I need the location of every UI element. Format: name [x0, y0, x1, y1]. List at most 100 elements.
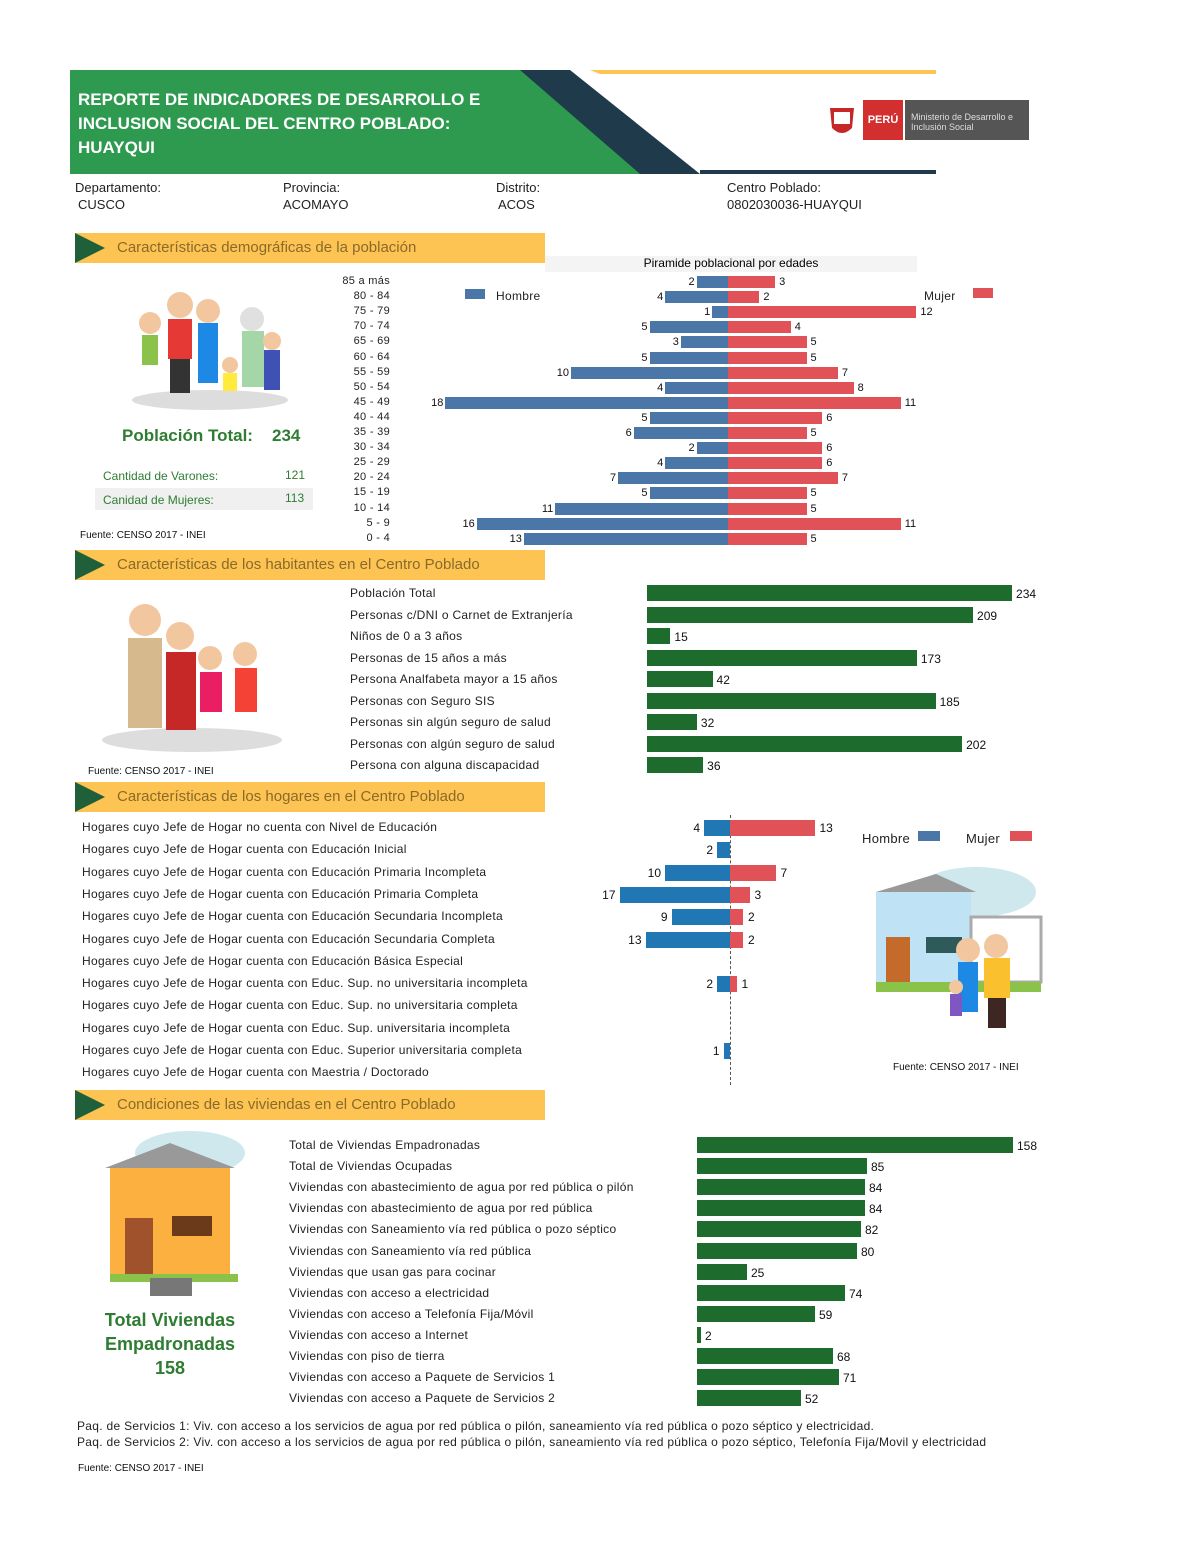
viviendas-label: Total de Viviendas Empadronadas [289, 1138, 481, 1152]
hogares-label: Hogares cuyo Jefe de Hogar cuenta con Ed… [82, 998, 518, 1013]
pyramid-age-label: 0 - 4 [366, 531, 390, 544]
pyramid-age-label: 30 - 34 [353, 441, 390, 454]
pyramid-bar-mujer [728, 321, 791, 334]
habitantes-value: 42 [716, 673, 730, 687]
pyramid-value-mujer: 6 [826, 411, 833, 424]
pyramid-value-hombre: 5 [641, 487, 648, 500]
viviendas-label: Viviendas con acceso a Internet [289, 1327, 469, 1342]
pyramid-bar-hombre [665, 457, 728, 470]
header-decoration [510, 70, 936, 174]
hogares-legend-mujer: Mujer [966, 831, 1001, 846]
habitantes-value: 185 [939, 694, 960, 709]
hogares-bar-hombre [723, 1043, 730, 1059]
viviendas-bar [697, 1137, 1013, 1153]
hogares-value-hombre: 10 [647, 865, 661, 880]
pyramid-value-mujer: 11 [904, 517, 917, 530]
family-illustration [132, 292, 288, 410]
pyramid-bar-hombre [523, 532, 728, 545]
habitantes-label: Personas con Seguro SIS [350, 693, 495, 708]
centro-value: 0802030036-HUAYQUI [727, 197, 862, 212]
varones-value: 121 [285, 468, 306, 482]
hogares-label: Hogares cuyo Jefe de Hogar cuenta con Ed… [82, 886, 479, 901]
pyramid-value-hombre: 11 [541, 502, 554, 515]
arrow-icon [75, 782, 105, 812]
habitantes-label: Niños de 0 a 3 años [350, 629, 463, 643]
pyramid-value-mujer: 7 [841, 366, 849, 379]
habitantes-label: Personas c/DNI o Carnet de Extranjería [350, 607, 573, 622]
hogares-bar-mujer [730, 864, 776, 881]
pyramid-value-hombre: 5 [641, 351, 648, 364]
hogares-value-mujer: 1 [741, 977, 749, 992]
pyramid-value-mujer: 5 [810, 502, 817, 515]
pyramid-value-hombre: 2 [688, 276, 695, 288]
pyramid-value-hombre: 16 [462, 517, 475, 530]
pyramid-bar-hombre [571, 366, 728, 379]
pyramid-bar-mujer [728, 396, 901, 409]
section-title: Características de los habitantes en el … [117, 556, 480, 573]
viviendas-bar [697, 1263, 747, 1280]
pyramid-value-hombre: 13 [509, 532, 522, 545]
section-demografia: Características demográficas de la pobla… [75, 233, 545, 263]
pyramid-age-label: 85 a más [342, 275, 390, 287]
pyramid-value-mujer: 5 [810, 336, 817, 349]
pyramid-bar-hombre [445, 396, 728, 409]
pyramid-age-label: 80 - 84 [353, 290, 390, 303]
pyramid-bar-mujer [728, 306, 917, 319]
pyramid-bar-mujer [728, 366, 838, 379]
viviendas-label: Viviendas con acceso a Paquete de Servic… [289, 1391, 556, 1406]
viviendas-bar [697, 1348, 833, 1364]
pyramid-value-hombre: 5 [641, 321, 648, 334]
pyramid-bar-mujer [728, 291, 760, 304]
pyramid-value-hombre: 4 [657, 457, 664, 470]
pyramid-title: Piramide poblacional por edades [545, 256, 917, 272]
pyramid-value-mujer: 8 [857, 381, 864, 394]
hogares-label: Hogares cuyo Jefe de Hogar cuenta con Ed… [82, 976, 528, 991]
hogares-bar-hombre [619, 886, 730, 903]
viviendas-value: 85 [871, 1160, 885, 1175]
habitantes-bar [647, 585, 1013, 601]
legend-mujer-label: Mujer [924, 289, 956, 303]
hogares-bar-hombre [665, 864, 730, 881]
pyramid-age-label: 55 - 59 [353, 365, 390, 378]
pyramid-bar-hombre [680, 336, 728, 349]
pyramid-bar-hombre [712, 306, 728, 319]
pyramid-value-mujer: 7 [841, 472, 849, 485]
viviendas-value: 71 [843, 1371, 857, 1386]
pyramid-bar-mujer [728, 517, 901, 530]
viviendas-value: 84 [869, 1181, 883, 1196]
viviendas-value: 82 [865, 1223, 879, 1238]
habitantes-bar [647, 714, 697, 730]
viviendas-value: 158 [1017, 1139, 1038, 1153]
section-title: Condiciones de las viviendas en el Centr… [117, 1096, 456, 1113]
pyramid-value-hombre: 5 [641, 411, 648, 424]
pyramid-age-label: 20 - 24 [353, 471, 390, 484]
viviendas-label: Viviendas con abastecimiento de agua por… [289, 1201, 593, 1216]
pyramid-bar-mujer [728, 276, 776, 288]
viviendas-bar [697, 1221, 861, 1238]
hogares-bar-mujer [730, 820, 815, 836]
viviendas-value: 68 [837, 1350, 851, 1364]
habitantes-value: 234 [1016, 587, 1037, 601]
habitantes-value: 32 [700, 716, 715, 730]
distrito-value: ACOS [498, 197, 535, 212]
habitantes-label: Persona Analfabeta mayor a 15 años [350, 672, 558, 686]
pyramid-value-mujer: 2 [763, 291, 770, 304]
pyramid-age-label: 45 - 49 [353, 395, 390, 408]
pyramid-value-mujer: 12 [920, 306, 933, 319]
hogares-value-hombre: 1 [712, 1044, 720, 1058]
peru-logo: PERÚ [863, 100, 903, 140]
viviendas-bar [697, 1305, 815, 1322]
viviendas-bar [697, 1158, 867, 1175]
hogares-bar-mujer [730, 931, 743, 948]
hogares-bar-mujer [730, 886, 750, 903]
viviendas-label: Viviendas que usan gas para cocinar [289, 1264, 497, 1279]
hogares-bar-hombre [671, 909, 730, 926]
house-illustration [105, 1131, 245, 1296]
viviendas-label: Viviendas con piso de tierra [289, 1349, 445, 1363]
pyramid-bar-hombre [649, 321, 728, 334]
hogares-bar-hombre [645, 931, 730, 948]
habitantes-label: Personas de 15 años a más [350, 650, 507, 665]
report-header: REPORTE DE INDICADORES DE DESARROLLO E I… [70, 70, 936, 174]
pyramid-age-label: 70 - 74 [353, 320, 390, 333]
